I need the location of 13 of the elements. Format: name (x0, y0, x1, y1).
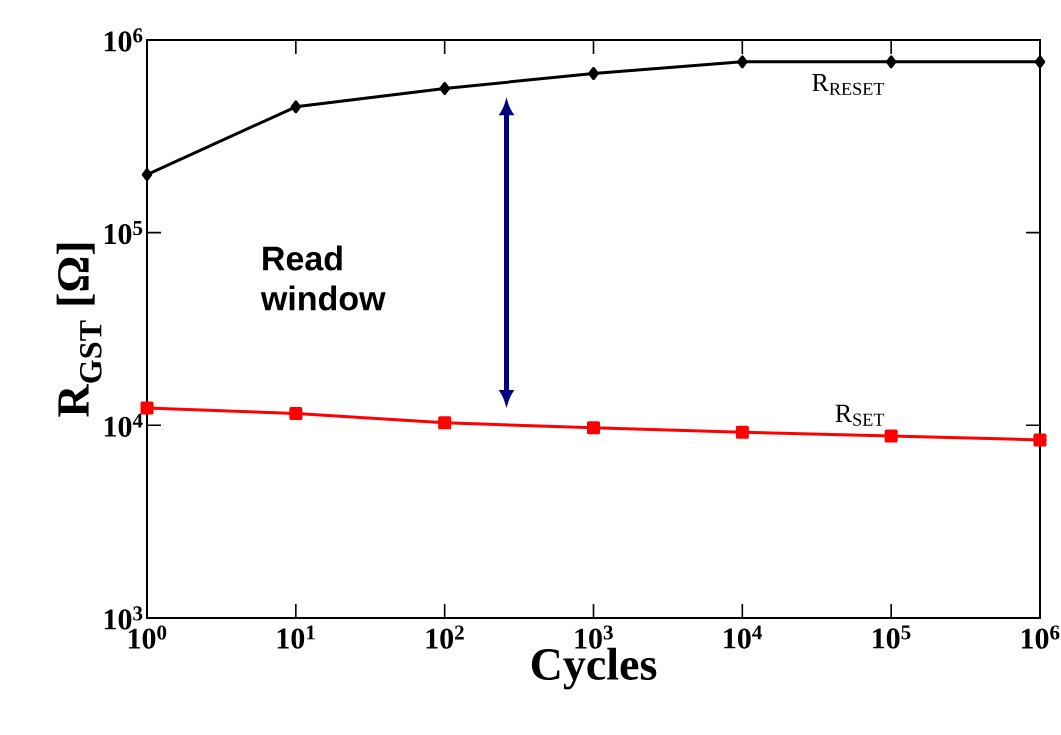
x-axis-title: Cycles (531, 647, 657, 690)
series-label: R$_{SET}$ (835, 404, 885, 426)
annotation: Read window (260, 245, 386, 311)
y-tick-label: 10$^{4}$ (104, 413, 143, 437)
legend-label: R$_{RESET}$ (812, 74, 885, 95)
x-tick-label: 10$^{2}$ (426, 625, 464, 649)
y-tick-label: 10$^{6}$ (104, 28, 143, 52)
x-tick-label: 10$^{1}$ (277, 625, 315, 649)
x-tick-label: 10$^{6}$ (1021, 625, 1060, 649)
y-tick-label: 10$^{5}$ (104, 221, 143, 245)
y-axis-title: R$_{GST}$ [Ω] (56, 243, 102, 417)
x-tick-label: 10$^{5}$ (873, 625, 911, 649)
x-tick-label: 10$^{4}$ (724, 625, 762, 649)
